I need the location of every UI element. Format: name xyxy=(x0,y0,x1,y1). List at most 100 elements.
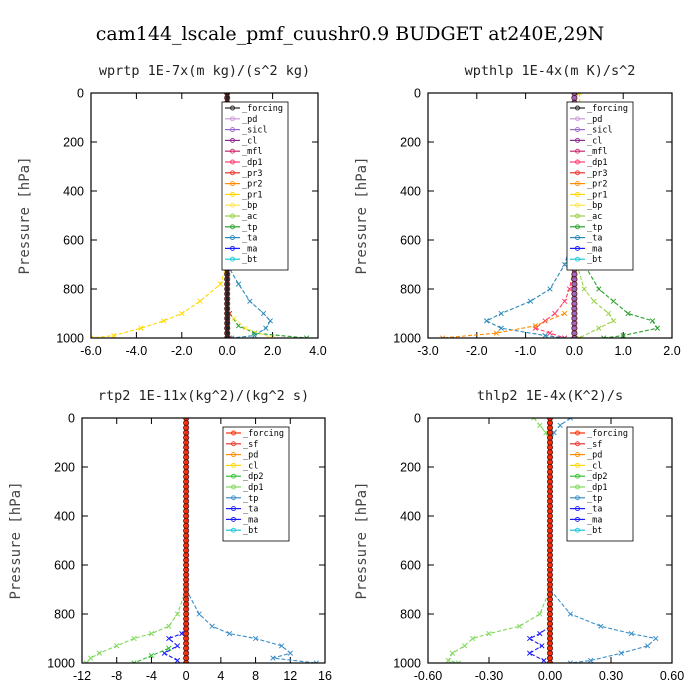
legend-swatch-marker xyxy=(575,159,580,165)
legend-swatch-marker xyxy=(575,245,580,251)
legend-swatch-marker xyxy=(231,462,236,468)
legend-swatch-marker xyxy=(230,256,235,262)
legend-swatch-marker xyxy=(575,430,580,436)
legend-label: _ma xyxy=(243,515,258,525)
panel-title: thlp2 1E-4x(K^2)/s xyxy=(477,388,623,404)
series-marker xyxy=(527,635,533,642)
legend-swatch-marker xyxy=(575,181,580,187)
legend-label: _dp2 xyxy=(243,472,263,482)
legend-label: _pr3 xyxy=(587,169,607,179)
legend-label: _mfl xyxy=(587,147,607,157)
plot-frame xyxy=(427,92,673,339)
y-tick-label: 600 xyxy=(54,559,75,573)
legend-swatch-marker xyxy=(575,191,580,197)
x-tick-label: 0 xyxy=(183,669,190,683)
series-marker xyxy=(610,298,617,304)
legend-label: _tp xyxy=(242,223,257,233)
series-marker xyxy=(88,655,94,661)
x-tick-label: -0.30 xyxy=(475,669,504,683)
legend: _forcing_sf_pd_cl_dp2_dp1_tp_ta_ma_bt xyxy=(566,426,634,542)
y-tick-label: 0 xyxy=(68,412,75,426)
legend-label: _pr1 xyxy=(242,190,262,200)
y-tick-label: 600 xyxy=(400,559,421,573)
legend-label: _forcing xyxy=(587,104,628,114)
legend-label: _bp xyxy=(587,201,602,211)
series-marker xyxy=(527,650,533,656)
series-marker xyxy=(567,660,573,663)
series-line xyxy=(447,418,551,663)
series-marker xyxy=(269,335,276,338)
legend-swatch-marker xyxy=(230,245,235,251)
x-tick-label: -1.0 xyxy=(515,344,537,358)
panel-title: wpthlp 1E-4x(m K)/s^2 xyxy=(465,63,636,79)
legend-label: _ma xyxy=(587,515,602,525)
x-tick-label: -4.0 xyxy=(126,344,148,358)
series-marker xyxy=(539,643,545,649)
series-marker xyxy=(493,330,499,336)
legend-label: _ac xyxy=(587,212,602,222)
legend-label: _ta xyxy=(243,505,258,515)
legend-label: _dp1 xyxy=(242,158,262,168)
legend-label: _bp xyxy=(242,201,257,211)
y-tick-label: 0 xyxy=(414,87,421,101)
legend-label: _pr2 xyxy=(587,180,607,190)
series-marker xyxy=(542,318,548,324)
x-tick-label: 0.0 xyxy=(219,344,236,358)
series-line xyxy=(576,264,615,338)
series-marker xyxy=(461,643,468,649)
series-marker xyxy=(270,655,276,661)
series-marker xyxy=(566,286,573,292)
legend-label: _tp xyxy=(587,223,602,233)
series-marker xyxy=(598,623,604,629)
series-marker xyxy=(231,315,237,322)
series-marker xyxy=(486,630,492,637)
x-tick-label: 8 xyxy=(252,669,259,683)
x-tick-label: -0.60 xyxy=(414,669,443,683)
legend-label: _pd xyxy=(242,115,257,125)
legend-label: _dp1 xyxy=(587,483,607,493)
y-tick-label: 200 xyxy=(54,461,75,475)
legend-label: _tp xyxy=(243,494,258,504)
legend-swatch-marker xyxy=(231,495,236,501)
legend-label: _pd xyxy=(587,451,602,461)
series-marker xyxy=(581,286,587,292)
chart-panel-3: rtp2 1E-11x(kg^2)/(kg^2 s) Pressure [hPa]… xyxy=(8,388,332,683)
legend-swatch-marker xyxy=(231,441,236,447)
legend-swatch-marker xyxy=(231,430,236,436)
legend-swatch-marker xyxy=(230,127,235,133)
legend-label: _sicl xyxy=(587,126,613,136)
legend-swatch-marker xyxy=(231,516,236,522)
series-marker xyxy=(610,318,617,324)
series-marker xyxy=(576,93,582,96)
x-tick-label: 1.0 xyxy=(615,344,632,358)
series-marker xyxy=(83,660,89,663)
legend-label: _ma xyxy=(242,244,257,254)
series-marker xyxy=(148,652,155,659)
series-marker xyxy=(96,650,103,656)
y-tick-label: 400 xyxy=(63,185,84,199)
x-tick-label: 12 xyxy=(283,669,297,683)
legend-label: _pr3 xyxy=(242,169,262,179)
series-marker xyxy=(625,310,631,317)
series-marker xyxy=(179,630,185,637)
x-tick-label: 0.0 xyxy=(566,344,583,358)
legend-label: _mfl xyxy=(242,147,262,157)
legend-swatch-marker xyxy=(230,116,235,122)
plot-area xyxy=(83,418,319,663)
series-line xyxy=(485,215,575,338)
legend-swatch-marker xyxy=(575,527,580,533)
series-marker xyxy=(552,310,558,317)
series-marker xyxy=(226,630,233,637)
series-marker xyxy=(449,650,456,656)
x-tick-label: -8 xyxy=(111,669,122,683)
legend-swatch-marker xyxy=(230,213,235,219)
series-marker xyxy=(588,657,594,663)
y-tick-label: 600 xyxy=(63,234,84,248)
legend-swatch-marker xyxy=(230,235,235,241)
series-marker xyxy=(303,335,310,338)
x-tick-label: -3.0 xyxy=(417,344,439,358)
legend-swatch-marker xyxy=(231,473,236,479)
legend-swatch-marker xyxy=(231,452,236,458)
x-tick-label: 2.0 xyxy=(264,344,281,358)
